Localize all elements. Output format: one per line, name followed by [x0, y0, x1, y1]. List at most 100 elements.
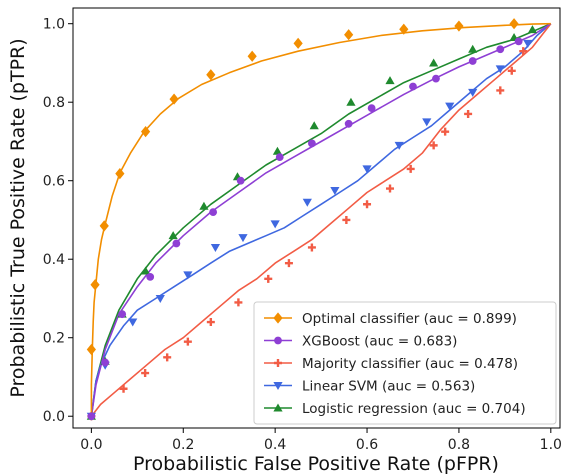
data-point-3-16 [523, 39, 533, 48]
x-tick-label: 0.6 [356, 437, 378, 453]
legend-marker-3 [273, 382, 283, 390]
data-point-2-9 [307, 243, 316, 252]
data-point-3-5 [210, 243, 221, 252]
data-point-2-17 [496, 86, 505, 95]
data-point-2-1 [119, 384, 128, 393]
data-point-2-8 [284, 259, 293, 268]
data-point-3-9 [330, 187, 340, 196]
data-point-0-2 [99, 220, 109, 232]
data-point-1-10 [367, 104, 376, 112]
y-tick-label: 1.0 [43, 17, 65, 33]
data-point-1-0 [87, 412, 96, 421]
data-point-2-6 [234, 298, 243, 307]
data-point-0-8 [293, 37, 303, 49]
data-point-3-15 [495, 65, 505, 74]
y-tick-label: 0.0 [43, 409, 65, 425]
data-point-3-4 [183, 271, 193, 280]
data-point-0-12 [509, 18, 519, 30]
legend-marker-1 [274, 336, 282, 345]
data-point-2-16 [464, 109, 473, 118]
y-tick-label: 0.2 [43, 331, 65, 347]
legend-marker-0 [273, 312, 283, 324]
data-point-2-18 [507, 66, 516, 75]
axis-ticks: 0.0 0.2 0.4 0.6 0.8 1.0 0.0 0.2 0.4 0.6 0.8 1.0 [43, 17, 562, 453]
series-line-1 [90, 23, 552, 417]
series-line-0 [90, 22, 551, 417]
data-point-2-14 [429, 141, 438, 150]
series-line-2 [90, 23, 552, 417]
data-point-1-9 [344, 119, 353, 128]
data-point-1-4 [172, 239, 181, 248]
data-point-0-7 [247, 50, 257, 62]
series-markers [86, 18, 538, 421]
data-point-0-9 [344, 29, 354, 41]
data-point-1-2 [118, 310, 127, 319]
data-point-3-6 [238, 234, 248, 243]
legend-label-3: Linear SVM (auc = 0.563) [302, 379, 475, 395]
data-point-0-3 [115, 168, 125, 180]
data-point-1-6 [236, 176, 245, 185]
data-point-1-15 [514, 37, 523, 46]
legend: Optimal classifier (auc = 0.899) XGBoost … [253, 301, 557, 425]
data-point-4-3 [140, 266, 151, 275]
data-point-3-11 [394, 141, 404, 150]
data-point-1-14 [496, 45, 505, 54]
data-point-4-14 [527, 25, 538, 34]
series-lines [90, 22, 552, 417]
x-tick-label: 1.0 [540, 437, 562, 453]
data-point-1-7 [275, 153, 284, 162]
data-point-0-5 [169, 93, 179, 105]
data-point-1-1 [101, 358, 110, 367]
data-point-2-3 [163, 353, 172, 362]
data-point-1-5 [209, 208, 218, 217]
data-point-1-11 [409, 82, 417, 91]
data-point-1-12 [432, 74, 440, 83]
x-tick-label: 0.8 [448, 437, 470, 453]
plot-frame [72, 7, 561, 429]
data-point-0-1 [90, 279, 100, 291]
series-line-4 [90, 22, 552, 417]
data-point-2-12 [386, 184, 395, 193]
data-point-0-4 [140, 126, 151, 138]
data-point-4-7 [272, 146, 283, 155]
data-point-3-2 [128, 318, 138, 327]
legend-label-4: Logistic regression (auc = 0.704) [302, 401, 526, 417]
data-point-2-11 [363, 200, 372, 209]
data-point-4-8 [309, 121, 319, 130]
legend-label-1: XGBoost (auc = 0.683) [302, 334, 457, 350]
data-point-2-10 [342, 215, 351, 224]
data-point-2-19 [519, 47, 528, 56]
legend-box [253, 301, 557, 425]
x-tick-label: 0.2 [172, 437, 194, 453]
legend-marker-4 [273, 403, 283, 412]
data-point-3-13 [445, 102, 455, 111]
y-tick-label: 0.4 [43, 252, 65, 268]
x-tick-label: 0.4 [264, 437, 286, 453]
data-point-1-13 [468, 57, 477, 65]
legend-marker-2 [274, 359, 282, 367]
data-point-3-14 [468, 88, 478, 97]
data-point-2-13 [406, 164, 415, 173]
data-point-2-7 [264, 274, 273, 283]
data-point-3-10 [362, 165, 372, 174]
data-point-2-4 [183, 337, 192, 346]
data-point-1-8 [308, 139, 316, 148]
y-tick-label: 0.6 [43, 174, 65, 190]
data-point-0-0 [86, 343, 96, 356]
data-point-4-11 [429, 58, 439, 67]
data-point-3-8 [302, 198, 312, 207]
legend-label-2: Majority classifier (auc = 0.478) [302, 356, 518, 372]
x-axis-label: Probabilistic False Positive Rate (pFPR) [133, 453, 499, 475]
y-tick-label: 0.8 [43, 95, 65, 111]
legend-label-0: Optimal classifier (auc = 0.899) [302, 311, 517, 327]
y-axis-label: Probabilistic True Positive Rate (pTPR) [7, 38, 29, 397]
data-point-0-10 [399, 23, 409, 35]
data-point-2-15 [441, 127, 450, 136]
data-point-2-5 [206, 318, 215, 327]
data-point-4-10 [385, 76, 395, 85]
data-point-4-12 [468, 44, 478, 53]
x-tick-label: 0.0 [80, 437, 102, 453]
data-point-0-11 [454, 20, 464, 32]
data-point-4-9 [346, 97, 356, 106]
